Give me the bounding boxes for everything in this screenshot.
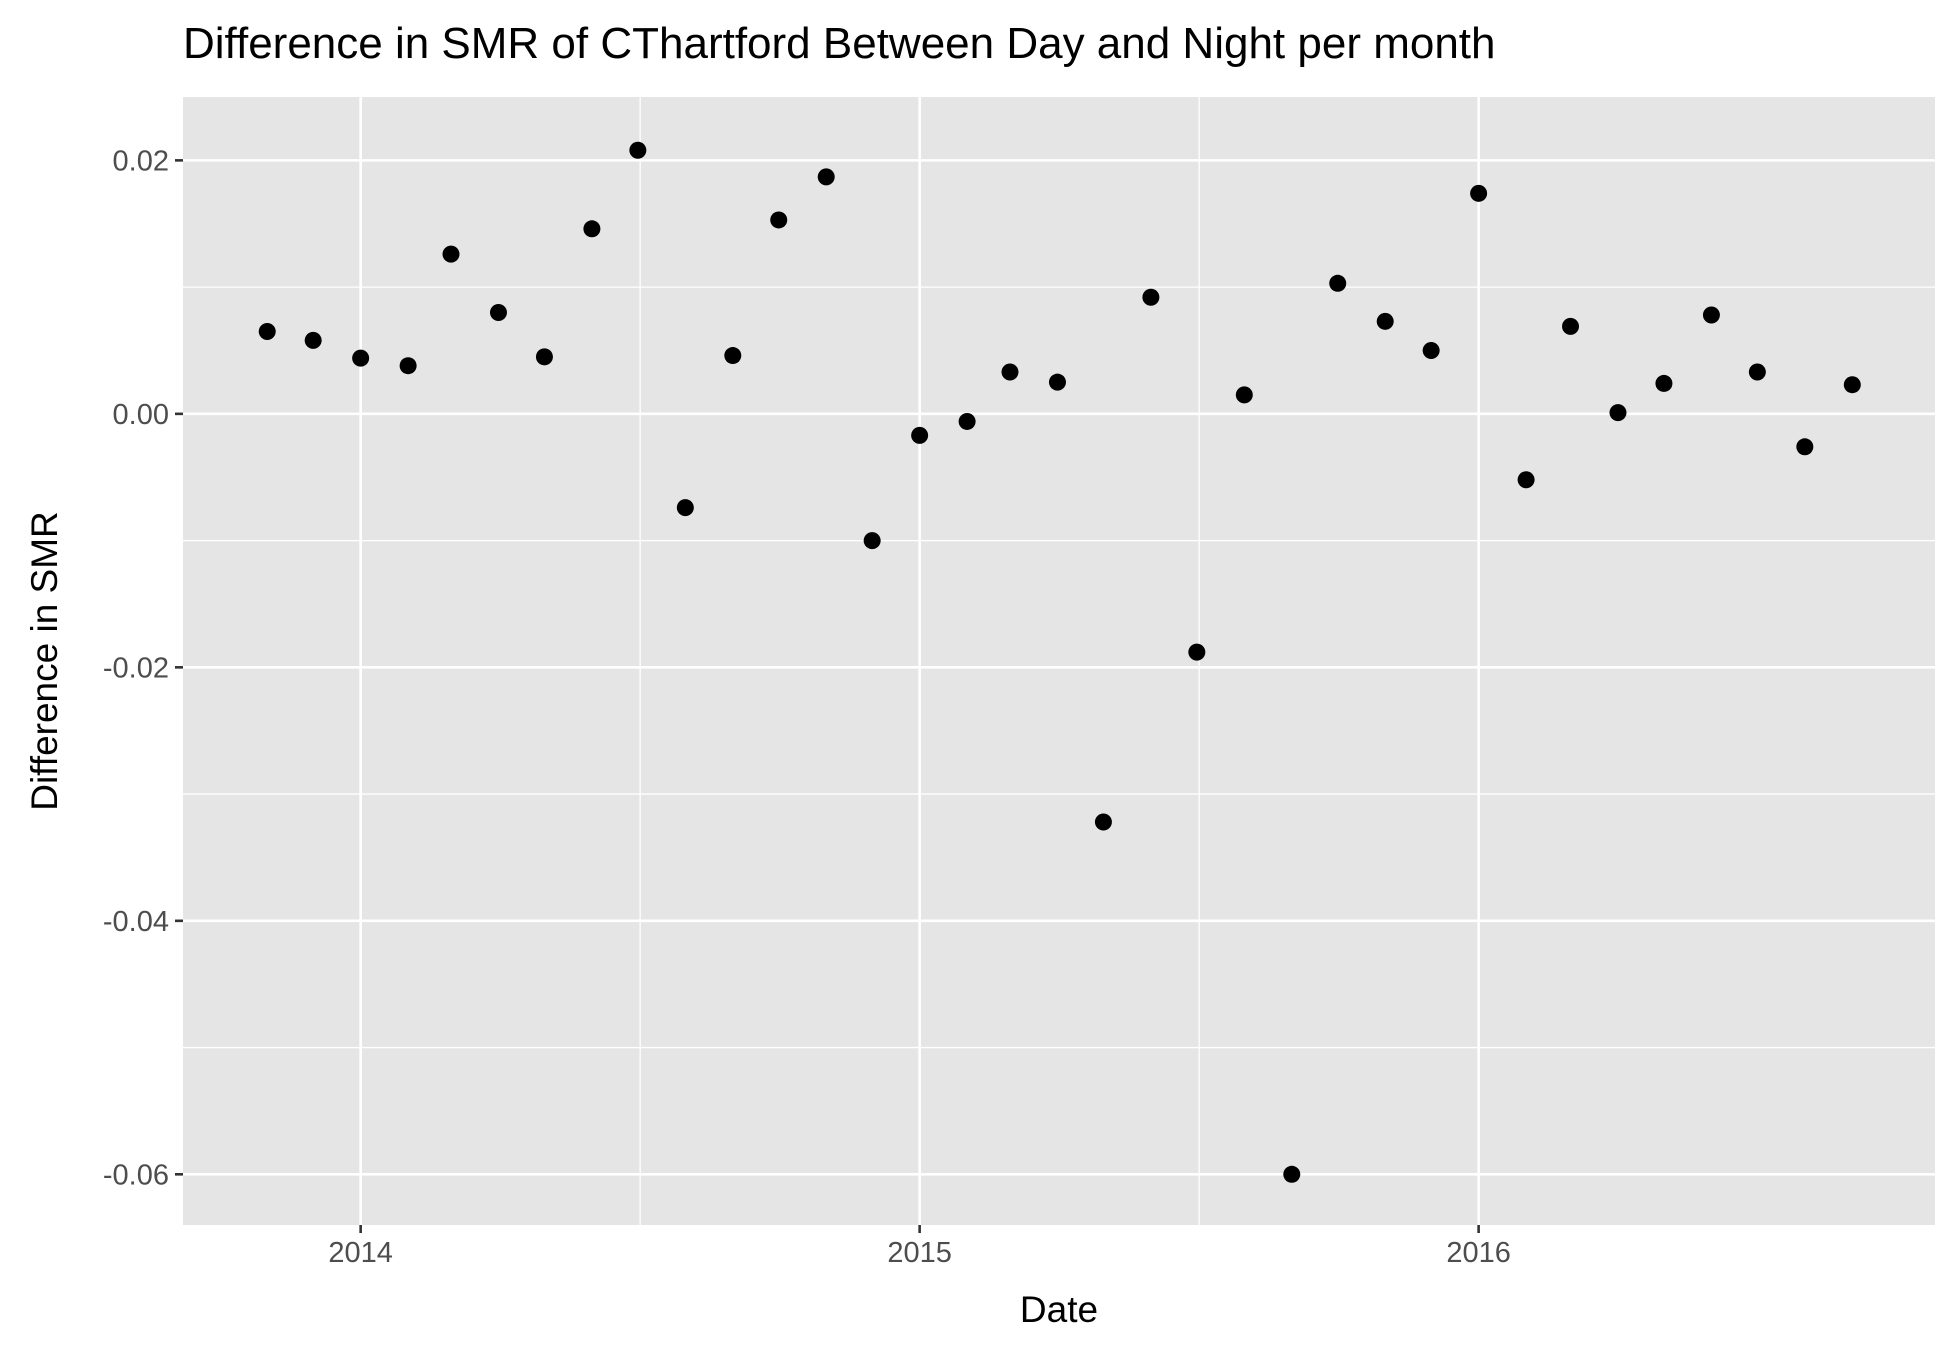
- data-point: [352, 349, 370, 367]
- data-point: [1470, 184, 1488, 202]
- x-tick-label: 2014: [328, 1237, 393, 1269]
- y-tick-label: 0.00: [113, 399, 169, 431]
- data-point: [958, 412, 976, 430]
- data-point: [817, 168, 835, 186]
- data-point: [1001, 363, 1019, 381]
- data-point: [1048, 373, 1066, 391]
- data-point: [863, 532, 881, 550]
- data-point: [1094, 813, 1112, 831]
- data-points: [258, 141, 1861, 1183]
- data-point: [1609, 404, 1627, 422]
- y-tick-label: -0.06: [103, 1159, 169, 1191]
- x-tick-label: 2015: [887, 1237, 952, 1269]
- data-point: [442, 245, 460, 263]
- plot-panel: [183, 97, 1935, 1225]
- data-point: [1235, 386, 1253, 404]
- data-point: [1655, 374, 1673, 392]
- data-point: [724, 347, 742, 365]
- y-tick-label: -0.04: [103, 906, 169, 938]
- data-point: [258, 322, 276, 340]
- data-point: [1329, 274, 1347, 292]
- x-tick-label: 2016: [1446, 1237, 1511, 1269]
- data-point: [1283, 1165, 1301, 1183]
- y-axis: 0.02 0.00 -0.02 -0.04 -0.06: [103, 145, 183, 1191]
- data-point: [583, 220, 601, 238]
- data-point: [770, 211, 788, 229]
- data-point: [676, 499, 694, 517]
- data-point: [1702, 306, 1720, 324]
- data-point: [911, 426, 929, 444]
- data-point: [1376, 312, 1394, 330]
- minor-gridlines: [183, 97, 1935, 1225]
- x-axis: 2014 2015 2016: [328, 1225, 1511, 1269]
- major-gridlines: [183, 97, 1935, 1225]
- data-point: [399, 357, 417, 375]
- y-axis-title: Difference in SMR: [24, 511, 65, 811]
- data-point: [1562, 317, 1580, 335]
- chart-title: Difference in SMR of CThartford Between …: [183, 19, 1495, 68]
- data-point: [1517, 471, 1535, 489]
- data-point: [1422, 341, 1440, 359]
- data-point: [629, 141, 647, 159]
- y-tick-label: 0.02: [113, 145, 169, 177]
- data-point: [1796, 438, 1814, 456]
- data-point: [535, 348, 553, 366]
- x-axis-title: Date: [1020, 1289, 1098, 1330]
- data-point: [1843, 376, 1861, 394]
- data-point: [1188, 643, 1206, 661]
- data-point: [1748, 363, 1766, 381]
- data-point: [489, 303, 507, 321]
- data-point: [304, 331, 322, 349]
- data-point: [1142, 288, 1160, 306]
- y-tick-label: -0.02: [103, 652, 169, 684]
